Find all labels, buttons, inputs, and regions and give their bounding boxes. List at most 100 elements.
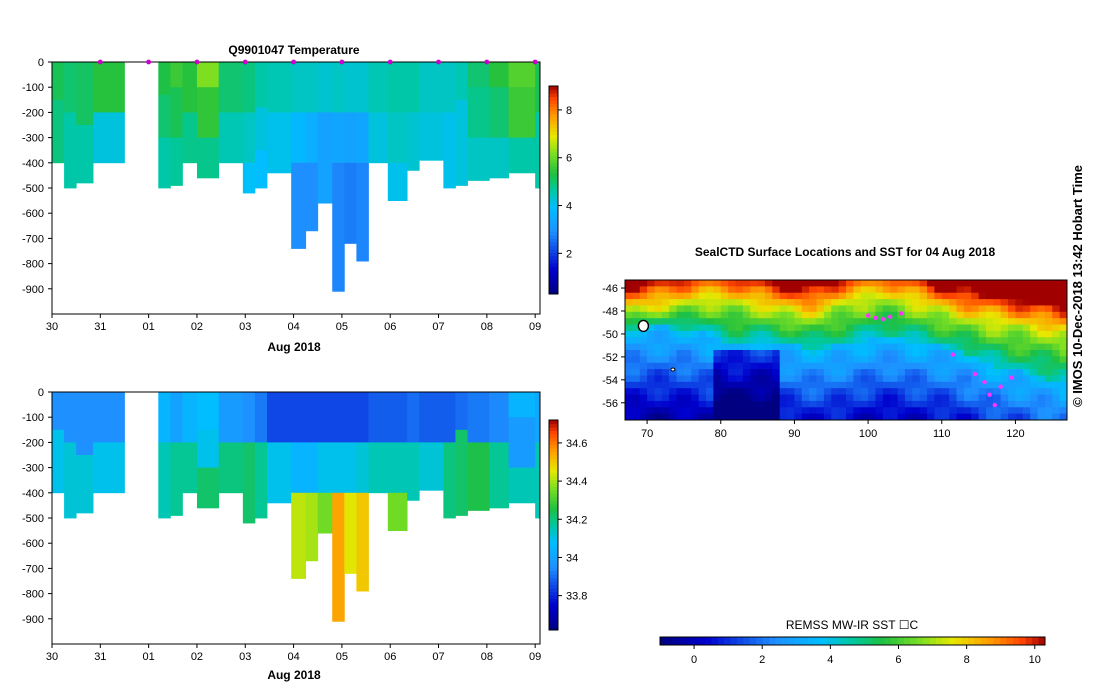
sst-cell: [838, 280, 847, 287]
sst-cell: [846, 305, 854, 313]
sst-cell: [787, 337, 796, 345]
sst-cell: [1022, 407, 1031, 415]
sst-cell: [1037, 388, 1046, 396]
sst-cell: [772, 311, 781, 319]
sst-cell: [787, 299, 796, 307]
sst-cell: [1044, 388, 1053, 396]
profile-marker: [194, 59, 200, 65]
x-tick-label: 07: [432, 651, 444, 663]
sst-cell: [713, 286, 722, 294]
sst-cell: [985, 394, 994, 402]
sst-cell: [683, 381, 692, 389]
sst-cell: [1008, 356, 1017, 364]
sst-cell: [978, 286, 987, 294]
sst-cell: [971, 280, 980, 287]
sst-cell: [647, 305, 656, 313]
profile-cell: [267, 442, 292, 504]
sst-cell: [949, 286, 958, 294]
profile-markers: [97, 59, 538, 65]
sst-cell: [971, 413, 980, 420]
profile-cell: [52, 99, 65, 164]
sst-cell: [801, 280, 810, 287]
sst-cell: [971, 318, 980, 326]
sst-cell: [1008, 280, 1017, 287]
sst-cell: [720, 286, 729, 294]
sst-cell: [823, 311, 832, 319]
colorbar-swatch: [974, 637, 982, 645]
sst-cell: [941, 292, 950, 300]
sst-cell: [1015, 311, 1024, 319]
profile-marker: [484, 59, 490, 65]
sst-cell: [816, 413, 825, 420]
sst-cell: [639, 394, 648, 402]
colorbar-swatch: [549, 451, 558, 456]
sst-cell: [742, 400, 751, 408]
track-point: [888, 314, 893, 319]
sst-cell: [890, 324, 899, 332]
profile-cell: [267, 392, 292, 443]
sst-cell: [927, 299, 935, 307]
sst-cell: [934, 330, 943, 338]
sst-cell: [632, 413, 641, 420]
sst-cell: [764, 362, 773, 370]
sst-cell: [890, 318, 899, 326]
sst-cell: [676, 350, 685, 357]
sst-cell: [801, 299, 810, 307]
track-point: [873, 315, 878, 321]
profile-cell: [344, 392, 357, 443]
sst-cell: [1022, 305, 1031, 313]
sst-cell: [971, 299, 980, 307]
islands: [637, 319, 676, 372]
sst-cell: [904, 362, 913, 370]
sst-cell: [654, 369, 663, 377]
sst-cell: [706, 356, 714, 364]
sst-cell: [897, 369, 906, 377]
colorbar-swatch: [549, 539, 558, 543]
x-tick-label: 06: [384, 321, 396, 333]
sst-cell: [757, 369, 766, 377]
sst-cell: [1022, 343, 1031, 351]
profile-cell: [332, 492, 345, 622]
sst-cell: [1022, 318, 1031, 326]
lon-tick-label: 90: [788, 428, 800, 440]
colorbar-swatch: [910, 637, 918, 645]
sst-cell: [647, 381, 656, 389]
sst-cell: [860, 381, 869, 389]
sst-cell: [669, 299, 678, 307]
sst-cell: [691, 324, 700, 332]
sst-cell: [1022, 369, 1031, 377]
sst-cell: [985, 305, 994, 313]
sst-cell: [823, 330, 832, 338]
sst-cell: [1037, 337, 1046, 345]
track-point: [992, 402, 998, 408]
sst-cell: [1008, 407, 1017, 415]
sst-cell: [846, 318, 854, 326]
colorbar-swatch: [833, 637, 841, 645]
sst-cell: [838, 407, 847, 415]
sst-cell: [801, 337, 810, 345]
sst-cell: [853, 381, 862, 389]
sst-cell: [787, 375, 796, 383]
sst-cell: [823, 337, 832, 345]
sst-cell: [625, 299, 633, 307]
lon-tick-label: 80: [715, 428, 727, 440]
sst-cell: [750, 407, 759, 415]
sst-cell: [647, 330, 656, 338]
sst-cell: [698, 286, 707, 294]
profile-cell: [64, 62, 77, 113]
sst-cell: [927, 413, 935, 420]
y-tick-label: -900: [22, 284, 44, 296]
sst-cell: [875, 369, 884, 377]
sst-cell: [742, 407, 751, 415]
sst-cell: [875, 400, 884, 408]
profile-cell: [344, 492, 357, 574]
sst-cell: [890, 413, 899, 420]
sst-cell: [919, 330, 928, 338]
sst-cell: [838, 388, 847, 396]
sst-cell: [846, 369, 854, 377]
colorbar-swatch: [549, 448, 558, 452]
sst-cell: [794, 318, 803, 326]
colorbar-tick-label: 4: [827, 654, 833, 666]
colorbar-swatch: [549, 518, 558, 522]
sst-cell: [846, 280, 854, 287]
